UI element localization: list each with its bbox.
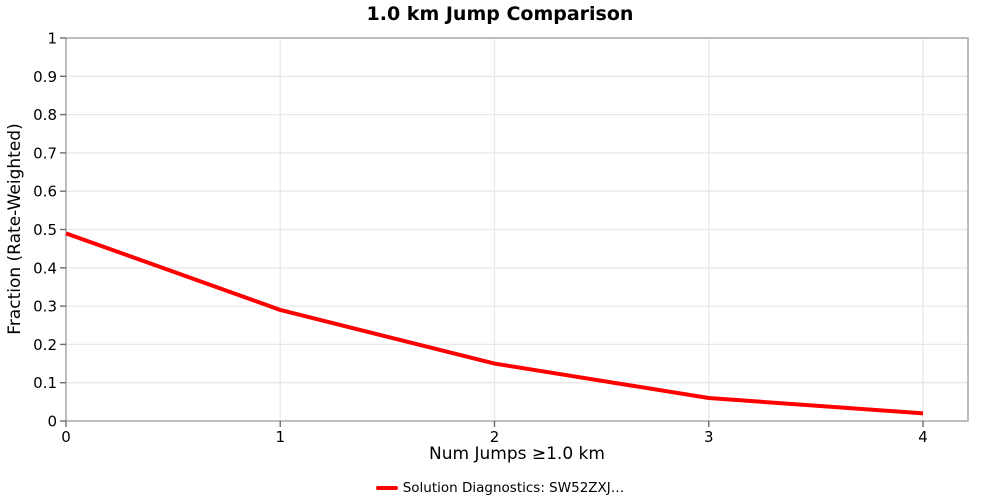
y-axis-label: Fraction (Rate-Weighted) — [5, 123, 25, 335]
y-tick-label: 0.4 — [33, 259, 57, 277]
chart-title: 1.0 km Jump Comparison — [366, 3, 634, 25]
legend: Solution Diagnostics: SW52ZXJ… — [0, 480, 1000, 496]
y-tick-label: 0.1 — [33, 374, 57, 392]
x-axis-label: Num Jumps ≥1.0 km — [429, 444, 605, 464]
y-tick-label: 0.8 — [33, 106, 57, 124]
y-tick-label: 0.9 — [33, 68, 57, 86]
legend-label: Solution Diagnostics: SW52ZXJ… — [402, 480, 625, 496]
y-tick-label: 0.2 — [33, 336, 57, 354]
legend-item[interactable]: Solution Diagnostics: SW52ZXJ… — [375, 480, 625, 496]
y-tick-label: 0.6 — [33, 183, 57, 201]
x-tick-label: 4 — [918, 428, 928, 446]
x-tick-label: 1 — [275, 428, 285, 446]
x-tick-label: 0 — [61, 428, 71, 446]
y-tick-label: 0 — [47, 413, 57, 431]
legend-line-swatch — [375, 486, 398, 490]
y-tick-label: 1 — [47, 30, 57, 48]
data-line — [65, 231, 924, 416]
x-tick-label: 2 — [490, 428, 500, 446]
y-tick-label: 0.3 — [33, 298, 57, 316]
y-tick-label: 0.7 — [33, 144, 57, 162]
y-tick-label: 0.5 — [33, 221, 57, 239]
x-tick-label: 3 — [704, 428, 714, 446]
